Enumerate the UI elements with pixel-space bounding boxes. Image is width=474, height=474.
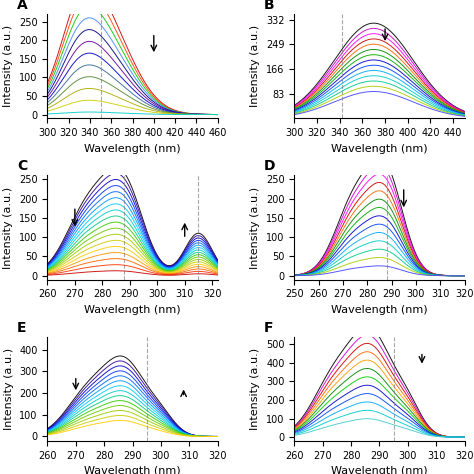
Y-axis label: Intensity (a.u.): Intensity (a.u.): [250, 348, 261, 430]
X-axis label: Wavelength (nm): Wavelength (nm): [331, 305, 428, 315]
Y-axis label: Intensity (a.u.): Intensity (a.u.): [250, 186, 260, 269]
X-axis label: Wavelength (nm): Wavelength (nm): [84, 466, 181, 474]
Y-axis label: Intensity (a.u.): Intensity (a.u.): [3, 186, 13, 269]
X-axis label: Wavelength (nm): Wavelength (nm): [331, 466, 428, 474]
Text: B: B: [264, 0, 274, 12]
X-axis label: Wavelength (nm): Wavelength (nm): [84, 144, 181, 154]
Text: D: D: [264, 159, 275, 173]
Y-axis label: Intensity (a.u.): Intensity (a.u.): [3, 25, 13, 107]
X-axis label: Wavelength (nm): Wavelength (nm): [84, 305, 181, 315]
Text: E: E: [17, 321, 26, 335]
Y-axis label: Intensity (a.u.): Intensity (a.u.): [4, 348, 14, 430]
Y-axis label: Intensity (a.u.): Intensity (a.u.): [250, 25, 261, 107]
Text: C: C: [17, 159, 27, 173]
X-axis label: Wavelength (nm): Wavelength (nm): [331, 144, 428, 154]
Text: F: F: [264, 321, 273, 335]
Text: A: A: [17, 0, 27, 12]
